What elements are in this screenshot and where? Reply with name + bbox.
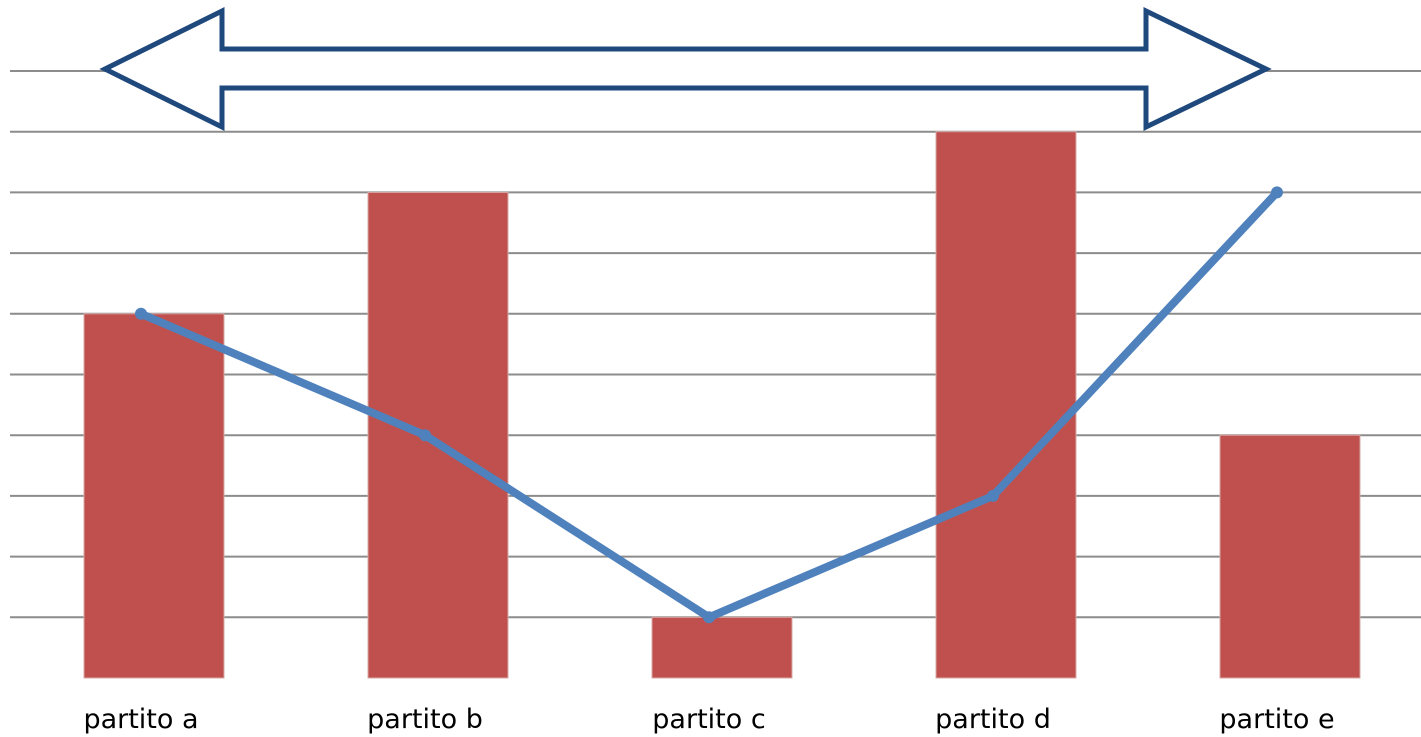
- line-point-partito-a: [135, 307, 147, 320]
- category-label: partito e: [1219, 704, 1334, 735]
- bar-partito-e: [1219, 434, 1361, 679]
- double-arrow-shape: [99, 6, 1272, 132]
- bar-series: [83, 131, 1361, 679]
- category-label: partito d: [935, 704, 1051, 735]
- bar-partito-d: [935, 131, 1077, 679]
- line-point-partito-d: [987, 489, 999, 502]
- category-labels: partito a partito b partito c partito d part…: [83, 704, 1334, 735]
- category-label: partito a: [83, 704, 198, 735]
- bar-partito-c: [651, 616, 793, 679]
- double-arrow: [99, 6, 1272, 132]
- line-point-partito-c: [703, 611, 715, 624]
- line-path: [137, 188, 1281, 622]
- category-label: partito c: [652, 704, 765, 735]
- bar-partito-a: [83, 313, 225, 679]
- line-point-partito-e: [1271, 186, 1283, 199]
- category-label: partito b: [367, 704, 483, 735]
- bar-partito-b: [367, 191, 509, 679]
- line-series: [135, 186, 1283, 624]
- line-point-partito-b: [419, 429, 431, 442]
